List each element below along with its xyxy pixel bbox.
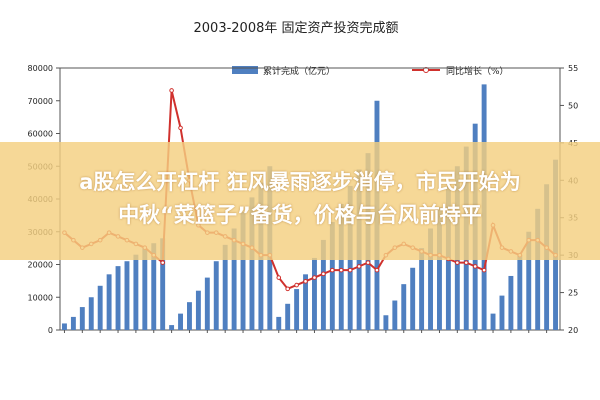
bar bbox=[142, 248, 148, 330]
bar bbox=[151, 243, 157, 330]
bar bbox=[276, 316, 282, 330]
bar bbox=[222, 244, 228, 330]
overlay-band bbox=[0, 142, 600, 260]
line-point bbox=[365, 260, 371, 265]
right-tick-label: 55 bbox=[568, 64, 578, 73]
left-tick-label: 10000 bbox=[28, 293, 53, 302]
line-point bbox=[356, 264, 362, 269]
line-point bbox=[463, 260, 469, 265]
bar bbox=[508, 275, 514, 330]
line-point bbox=[294, 282, 299, 288]
legend-label-line: 同比增长（%） bbox=[446, 65, 509, 77]
bar bbox=[437, 207, 442, 330]
bar bbox=[204, 277, 210, 330]
bar bbox=[329, 221, 335, 330]
left-tick-label: 20000 bbox=[28, 261, 53, 270]
bar bbox=[499, 295, 505, 330]
left-tick-label: 0 bbox=[48, 326, 53, 335]
bar bbox=[97, 285, 103, 330]
bar bbox=[312, 257, 317, 330]
bar bbox=[428, 228, 433, 330]
legend: 累计完成（亿元） 同比增长（%） bbox=[232, 65, 509, 77]
bar bbox=[160, 238, 166, 330]
legend-label-bar: 累计完成（亿元） bbox=[263, 65, 335, 77]
overlay-line-2: 中秋“菜篮子”备货，价格与台风前持平 bbox=[118, 203, 482, 227]
bar bbox=[79, 307, 85, 330]
bar bbox=[320, 239, 326, 330]
x-axis bbox=[63, 330, 548, 333]
bar bbox=[178, 313, 183, 330]
line-point bbox=[321, 271, 326, 277]
legend-swatch-bar bbox=[232, 66, 258, 74]
line-point bbox=[160, 260, 165, 265]
line-point bbox=[481, 267, 487, 273]
bar bbox=[249, 197, 255, 330]
bar bbox=[70, 316, 76, 330]
bar bbox=[419, 248, 425, 330]
bar bbox=[517, 254, 523, 330]
bar bbox=[133, 254, 139, 330]
bar bbox=[526, 231, 532, 330]
chart-title: 2003-2008年 固定资产投资完成额 bbox=[194, 20, 399, 36]
bar bbox=[392, 300, 398, 330]
bar bbox=[106, 274, 112, 330]
right-tick-label: 20 bbox=[568, 326, 578, 335]
line-point bbox=[285, 286, 290, 292]
overlay-headline[interactable]: a股怎么开杠杆 狂风暴雨逐步消停，市民开始为 中秋“菜篮子”备货，价格与台风前持… bbox=[0, 166, 600, 232]
bar bbox=[213, 261, 219, 330]
bar bbox=[410, 267, 416, 330]
line-point bbox=[169, 88, 174, 93]
left-tick-label: 70000 bbox=[28, 97, 53, 106]
bar bbox=[231, 228, 237, 330]
bar bbox=[195, 290, 201, 330]
bar bbox=[535, 208, 541, 330]
line-point bbox=[374, 267, 380, 273]
line-point bbox=[338, 267, 344, 273]
bar bbox=[303, 274, 308, 330]
bar bbox=[124, 261, 130, 330]
left-tick-label: 80000 bbox=[28, 64, 53, 73]
bar bbox=[169, 325, 175, 330]
overlay-line-1: a股怎么开杠杆 狂风暴雨逐步消停，市民开始为 bbox=[79, 170, 521, 194]
line-point bbox=[330, 267, 335, 273]
bar bbox=[401, 284, 407, 330]
bar bbox=[88, 297, 94, 330]
bar bbox=[338, 203, 344, 330]
line-point bbox=[178, 125, 183, 131]
bar bbox=[115, 266, 121, 330]
left-tick-label: 60000 bbox=[28, 130, 53, 139]
bar bbox=[285, 303, 291, 330]
bar bbox=[383, 315, 389, 330]
bar bbox=[240, 212, 246, 330]
line-point bbox=[303, 279, 308, 284]
right-tick-label: 50 bbox=[568, 101, 578, 110]
right-tick-label: 25 bbox=[568, 289, 578, 298]
line-point bbox=[276, 275, 282, 280]
line-point bbox=[455, 260, 460, 265]
line-point bbox=[347, 267, 353, 273]
bar bbox=[187, 302, 192, 330]
bar bbox=[294, 289, 300, 330]
bar bbox=[62, 323, 67, 330]
line-point bbox=[472, 264, 478, 269]
line-point bbox=[312, 275, 317, 280]
bar bbox=[490, 313, 496, 330]
